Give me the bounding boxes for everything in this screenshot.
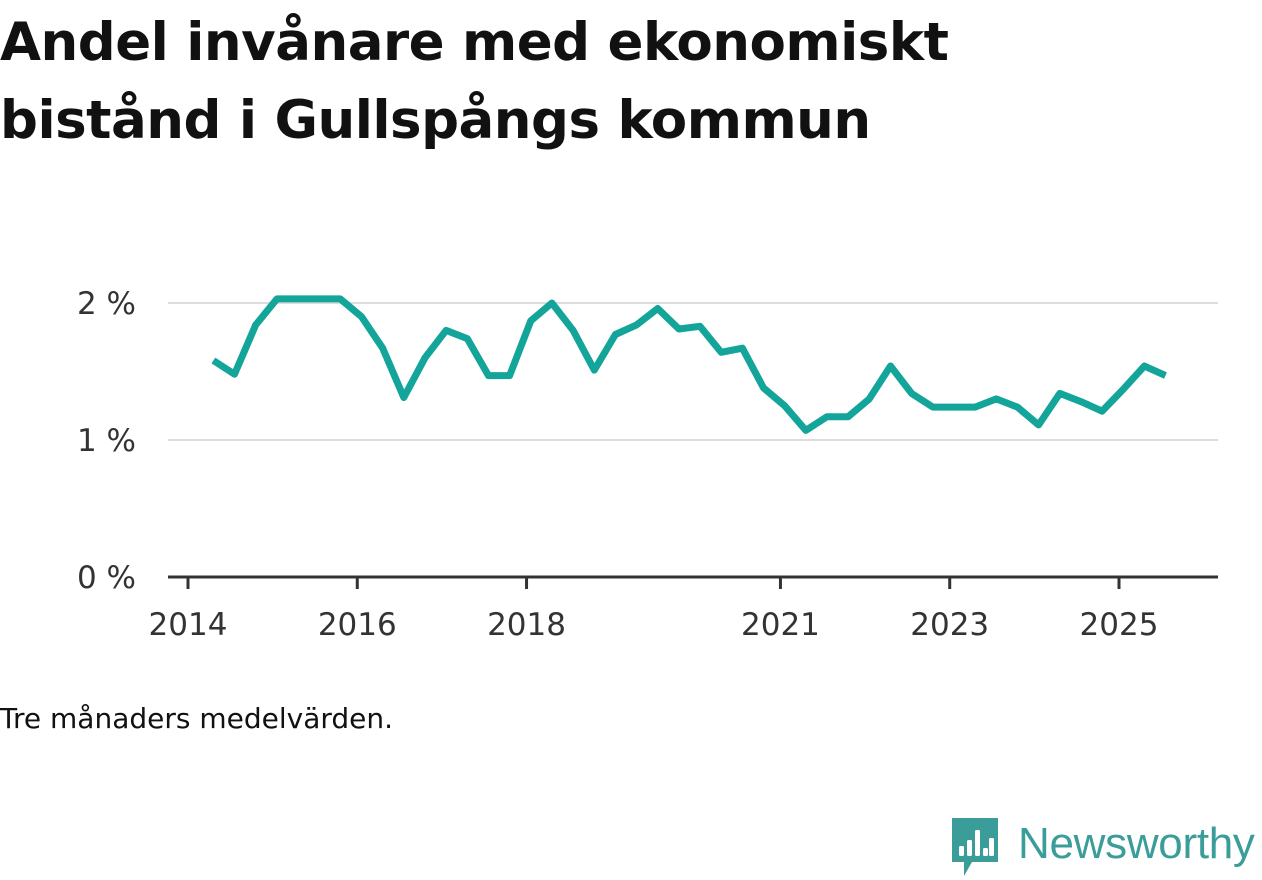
data-point bbox=[400, 394, 407, 401]
data-point bbox=[1099, 408, 1106, 415]
data-point bbox=[252, 321, 259, 328]
data-point bbox=[824, 413, 831, 420]
data-point bbox=[273, 295, 280, 302]
series-line bbox=[211, 295, 1167, 434]
data-point bbox=[993, 395, 1000, 402]
data-point bbox=[1035, 421, 1042, 428]
data-point bbox=[1141, 363, 1148, 370]
data-point bbox=[422, 354, 429, 361]
data-point bbox=[718, 349, 725, 356]
data-point bbox=[802, 427, 809, 434]
brand-name: Newsworthy bbox=[1018, 819, 1255, 868]
data-point bbox=[972, 404, 979, 411]
data-point bbox=[633, 321, 640, 328]
data-point bbox=[654, 305, 661, 312]
data-point bbox=[1077, 398, 1084, 405]
data-point bbox=[527, 317, 534, 324]
data-point bbox=[845, 413, 852, 420]
data-point bbox=[548, 300, 555, 307]
grid-lines bbox=[168, 302, 1218, 441]
x-tick-label: 2023 bbox=[910, 607, 989, 643]
data-point bbox=[506, 372, 513, 379]
data-point bbox=[612, 331, 619, 338]
data-point bbox=[951, 404, 958, 411]
x-tick-label: 2016 bbox=[318, 607, 397, 643]
data-point bbox=[379, 345, 386, 352]
y-tick-label: 0 % bbox=[77, 560, 136, 596]
x-tick-label: 2018 bbox=[487, 607, 566, 643]
data-point bbox=[1014, 404, 1021, 411]
data-point bbox=[929, 404, 936, 411]
data-point bbox=[337, 295, 344, 302]
data-point bbox=[485, 372, 492, 379]
data-point bbox=[570, 327, 577, 334]
data-point bbox=[739, 345, 746, 352]
data-point bbox=[591, 367, 598, 374]
x-tick-label: 2014 bbox=[149, 607, 228, 643]
chart-title: Andel invånare med ekonomiskt bistånd i … bbox=[0, 12, 949, 151]
x-tick-label: 2025 bbox=[1080, 607, 1159, 643]
y-axis-labels: 0 % 1 % 2 % bbox=[77, 286, 136, 596]
data-point bbox=[866, 395, 873, 402]
series-layer bbox=[210, 295, 1169, 434]
data-point bbox=[781, 402, 788, 409]
bar-chart-icon bbox=[952, 818, 998, 876]
x-tick-label: 2021 bbox=[741, 607, 820, 643]
data-point bbox=[1120, 386, 1127, 393]
data-point bbox=[295, 295, 302, 302]
data-point bbox=[887, 363, 894, 370]
data-point bbox=[1162, 372, 1169, 379]
data-point bbox=[760, 384, 767, 391]
y-tick-label: 1 % bbox=[77, 423, 136, 459]
data-point bbox=[210, 357, 217, 364]
data-point bbox=[464, 335, 471, 342]
data-point bbox=[316, 295, 323, 302]
x-axis: 2014 2016 2018 2021 2023 2025 bbox=[149, 575, 1218, 643]
data-point bbox=[697, 323, 704, 330]
data-point bbox=[358, 313, 365, 320]
data-point bbox=[443, 327, 450, 334]
y-tick-label: 2 % bbox=[77, 286, 136, 322]
data-point bbox=[908, 390, 915, 397]
footnote: Tre månaders medelvärden. bbox=[0, 702, 394, 735]
data-point bbox=[231, 371, 238, 378]
newsworthy-logo[interactable]: Newsworthy bbox=[950, 818, 1255, 880]
data-point bbox=[675, 326, 682, 333]
data-point bbox=[1056, 390, 1063, 397]
